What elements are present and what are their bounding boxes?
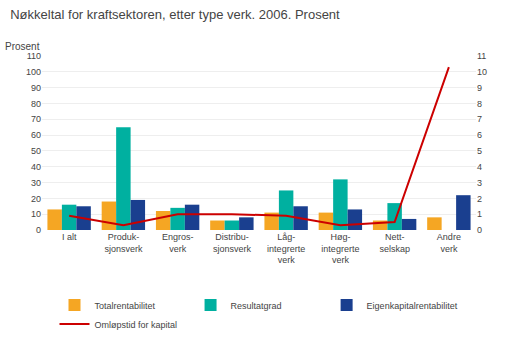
svg-text:1: 1 bbox=[477, 209, 482, 219]
svg-text:Nøkkeltal for kraftsektoren, e: Nøkkeltal for kraftsektoren, etter type … bbox=[10, 7, 340, 22]
svg-text:11: 11 bbox=[477, 51, 486, 61]
svg-text:60: 60 bbox=[31, 130, 41, 140]
svg-text:4: 4 bbox=[477, 162, 482, 172]
svg-text:8: 8 bbox=[477, 99, 482, 109]
svg-text:3: 3 bbox=[477, 178, 482, 188]
svg-text:9: 9 bbox=[477, 83, 482, 93]
svg-text:Resultatgrad: Resultatgrad bbox=[231, 301, 282, 311]
svg-text:30: 30 bbox=[31, 178, 41, 188]
svg-text:2: 2 bbox=[477, 194, 482, 204]
svg-text:100: 100 bbox=[26, 67, 41, 77]
svg-text:Eigenkapitalrentabilitet: Eigenkapitalrentabilitet bbox=[367, 301, 458, 311]
svg-text:10: 10 bbox=[477, 67, 487, 77]
svg-text:6: 6 bbox=[477, 130, 482, 140]
svg-text:Låg-integrerteverk: Låg-integrerteverk bbox=[267, 232, 305, 265]
svg-text:50: 50 bbox=[31, 146, 41, 156]
svg-text:Distribu-sjonsverk: Distribu-sjonsverk bbox=[213, 232, 252, 254]
svg-text:Engros-verk: Engros-verk bbox=[162, 232, 194, 254]
svg-text:Totalrentabilitet: Totalrentabilitet bbox=[95, 301, 156, 311]
svg-text:110: 110 bbox=[27, 51, 41, 61]
svg-text:I alt: I alt bbox=[62, 232, 77, 242]
svg-text:20: 20 bbox=[31, 194, 41, 204]
svg-text:Høg-integrerteverk: Høg-integrerteverk bbox=[321, 232, 359, 265]
svg-text:0: 0 bbox=[477, 225, 482, 235]
svg-text:90: 90 bbox=[31, 83, 41, 93]
svg-text:Omløpstid for kapital: Omløpstid for kapital bbox=[95, 320, 178, 330]
svg-text:0: 0 bbox=[36, 225, 41, 235]
svg-text:Nett-selskap: Nett-selskap bbox=[379, 232, 410, 254]
svg-text:7: 7 bbox=[477, 114, 482, 124]
svg-text:10: 10 bbox=[31, 209, 41, 219]
svg-text:40: 40 bbox=[31, 162, 41, 172]
svg-text:Andreverk: Andreverk bbox=[437, 232, 461, 254]
svg-text:70: 70 bbox=[31, 114, 41, 124]
svg-text:Prosent: Prosent bbox=[5, 41, 40, 52]
svg-text:5: 5 bbox=[477, 146, 482, 156]
svg-text:Produk-sjonsverk: Produk-sjonsverk bbox=[104, 232, 143, 254]
svg-text:80: 80 bbox=[31, 99, 41, 109]
